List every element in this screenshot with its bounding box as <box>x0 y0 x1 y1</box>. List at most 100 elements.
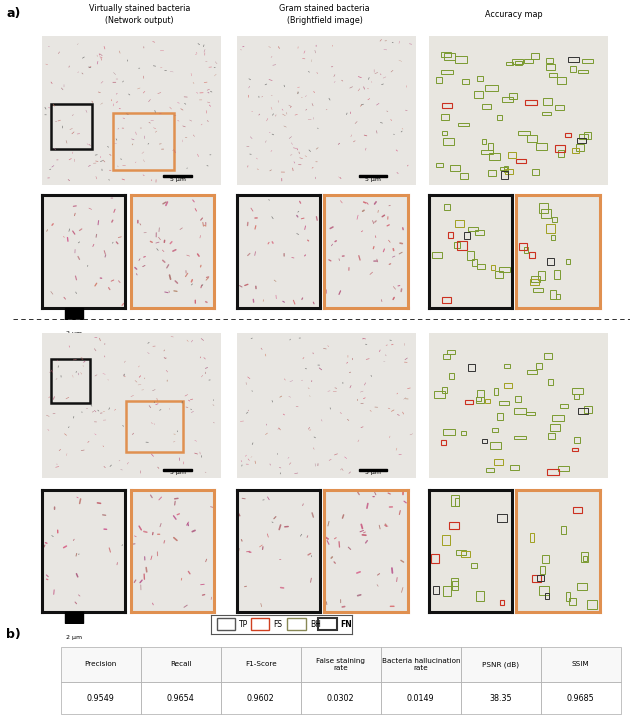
Bar <box>488 143 493 150</box>
Text: Accuracy map: Accuracy map <box>484 10 543 19</box>
Text: F1-Score: F1-Score <box>245 662 276 668</box>
Bar <box>551 235 556 240</box>
Bar <box>301 647 381 682</box>
Text: 0.9602: 0.9602 <box>247 694 275 703</box>
Bar <box>497 114 502 119</box>
Bar <box>572 448 578 451</box>
Bar <box>443 586 451 597</box>
Bar <box>442 387 447 393</box>
Bar <box>251 618 269 630</box>
Bar <box>381 647 461 682</box>
Bar <box>577 583 587 590</box>
Bar <box>476 230 484 235</box>
Bar <box>497 513 507 522</box>
Bar <box>577 70 588 73</box>
Bar <box>548 379 554 385</box>
Bar <box>545 64 556 70</box>
Bar <box>552 416 564 421</box>
Text: 2 μm: 2 μm <box>66 332 82 336</box>
Bar <box>463 232 470 238</box>
Bar <box>548 433 556 439</box>
Bar <box>504 166 508 172</box>
Bar <box>141 647 221 682</box>
Text: 5 μm: 5 μm <box>170 177 186 182</box>
Bar <box>481 150 493 153</box>
Bar <box>542 111 551 115</box>
Bar <box>584 132 591 138</box>
Bar <box>51 359 90 403</box>
Bar <box>554 269 561 279</box>
Bar <box>441 114 449 120</box>
Polygon shape <box>358 469 387 471</box>
Bar <box>461 431 467 434</box>
Bar <box>436 163 443 167</box>
Bar <box>561 404 568 408</box>
Bar <box>587 600 597 609</box>
Bar <box>485 399 490 403</box>
Bar <box>530 279 539 285</box>
Text: 38.35: 38.35 <box>490 694 512 703</box>
Bar <box>221 682 301 714</box>
Bar <box>489 153 500 160</box>
Bar <box>217 618 235 630</box>
Bar <box>492 428 498 432</box>
Bar <box>465 400 474 403</box>
Text: b): b) <box>6 628 21 641</box>
Bar <box>462 79 469 84</box>
Bar <box>581 552 588 562</box>
Bar <box>448 232 453 238</box>
Bar <box>485 85 498 91</box>
Bar <box>579 135 588 139</box>
Bar <box>529 252 534 258</box>
Bar <box>540 566 545 573</box>
Bar <box>481 104 492 109</box>
Bar <box>536 363 542 369</box>
Bar <box>569 598 576 605</box>
Bar <box>441 440 446 445</box>
Bar <box>568 56 579 62</box>
Bar <box>482 139 486 143</box>
Bar <box>531 53 538 59</box>
Bar <box>287 618 305 630</box>
Bar <box>514 408 526 413</box>
Bar <box>518 243 527 250</box>
Bar <box>524 59 533 63</box>
Bar <box>532 575 541 582</box>
Bar <box>572 388 582 394</box>
Bar <box>508 152 516 158</box>
Bar <box>527 135 537 142</box>
Bar <box>518 130 530 135</box>
Bar <box>61 682 141 714</box>
Bar <box>557 77 566 84</box>
Polygon shape <box>163 469 192 471</box>
Bar <box>454 498 460 505</box>
Bar <box>533 287 543 292</box>
Bar <box>488 169 497 176</box>
Bar <box>573 507 582 513</box>
Bar <box>515 61 522 65</box>
Text: FN: FN <box>340 620 353 628</box>
Bar <box>532 169 539 175</box>
Bar <box>509 93 517 99</box>
Bar <box>436 77 442 83</box>
Bar <box>552 217 557 222</box>
Bar <box>499 401 509 405</box>
Bar <box>545 594 549 599</box>
Bar <box>441 51 451 56</box>
Bar <box>549 73 557 77</box>
Bar <box>505 169 513 174</box>
Bar <box>113 114 174 170</box>
Bar <box>547 258 554 265</box>
Bar <box>454 56 467 63</box>
Bar <box>558 466 569 471</box>
Bar <box>444 53 454 60</box>
Bar <box>461 550 470 557</box>
Bar <box>476 397 484 403</box>
Bar <box>444 138 454 145</box>
Bar <box>558 150 564 157</box>
Bar <box>468 364 475 371</box>
Bar <box>502 97 513 102</box>
Bar <box>441 70 453 74</box>
Bar <box>458 123 468 126</box>
Text: False staining
rate: False staining rate <box>316 658 365 671</box>
